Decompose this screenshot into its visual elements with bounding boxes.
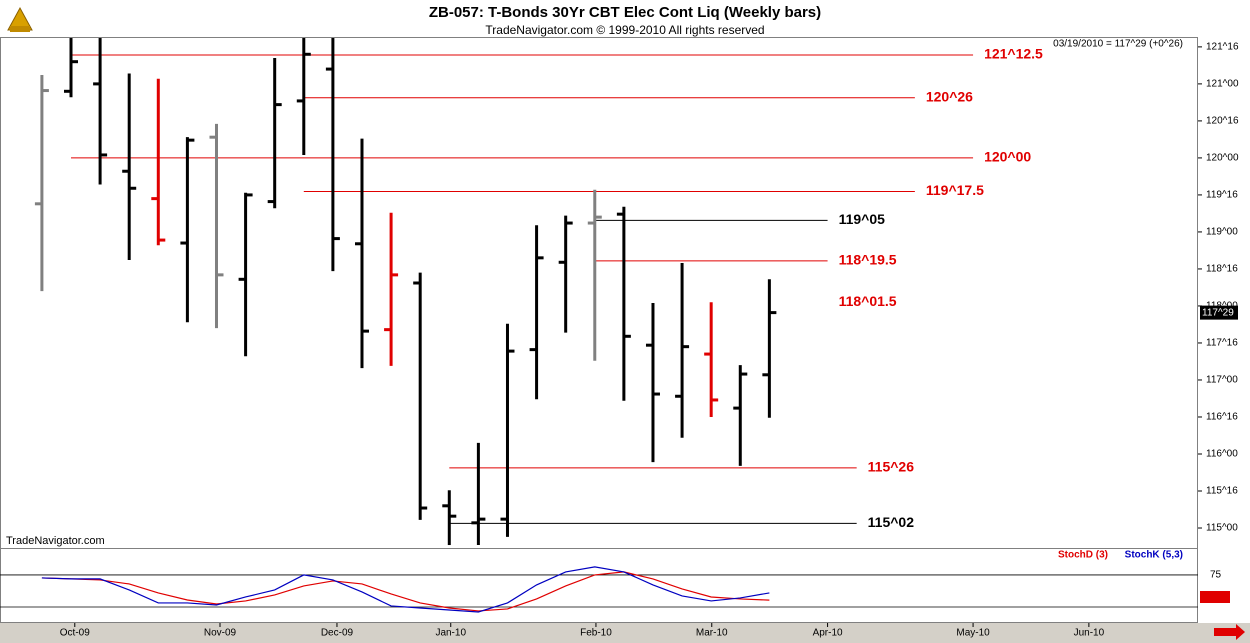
- x-axis-band: [0, 623, 1250, 643]
- x-tick-label: May-10: [956, 628, 990, 639]
- level-label: 120^26: [926, 88, 973, 104]
- x-tick-label: Jun-10: [1074, 628, 1105, 639]
- level-label: 121^12.5: [984, 46, 1043, 62]
- y-tick-label: 116^00: [1206, 449, 1238, 460]
- level-label: 118^19.5: [839, 252, 897, 268]
- x-tick-label: Jan-10: [435, 628, 466, 639]
- x-tick-label: Oct-09: [60, 628, 90, 639]
- x-tick-label: Feb-10: [580, 628, 612, 639]
- stoch-line: [41, 566, 770, 613]
- y-tick-label: 115^00: [1206, 523, 1238, 534]
- watermark: TradeNavigator.com: [6, 535, 105, 547]
- y-tick-label: 117^00: [1206, 375, 1238, 386]
- last-value-box: [1200, 591, 1230, 603]
- level-label: 115^26: [868, 459, 915, 475]
- y-tick-label: 118^16: [1206, 264, 1238, 275]
- y-tick-label: 119^16: [1206, 190, 1238, 201]
- y-tick-label: 120^00: [1206, 153, 1239, 164]
- legend-entry: StochK (5,3): [1125, 550, 1183, 561]
- y-tick-label: 117^16: [1206, 338, 1238, 349]
- y-tick-label: 121^00: [1206, 79, 1239, 90]
- y-tick-label: 120^16: [1206, 116, 1239, 127]
- chart-subtitle: TradeNavigator.com © 1999-2010 All right…: [485, 23, 764, 37]
- y-tick-label: 119^00: [1206, 227, 1238, 238]
- level-label: 119^17.5: [926, 182, 984, 198]
- last-price-box: [1200, 305, 1238, 320]
- level-label: 115^02: [868, 514, 915, 530]
- x-tick-label: Apr-10: [813, 628, 843, 639]
- price-plot: [34, 38, 974, 546]
- x-tick-label: Dec-09: [321, 628, 354, 639]
- level-label: 119^05: [839, 211, 886, 227]
- chart-title: ZB-057: T-Bonds 30Yr CBT Elec Cont Liq (…: [429, 4, 821, 21]
- scroll-arrow[interactable]: [1214, 624, 1245, 640]
- last-price-label: 117^29: [1202, 307, 1234, 318]
- level-label: 118^01.5: [839, 293, 897, 309]
- stoch-line: [41, 571, 770, 612]
- level-label: 120^00: [984, 149, 1031, 165]
- last-quote: 03/19/2010 = 117^29 (+0^26): [1053, 39, 1183, 50]
- x-tick-label: Nov-09: [204, 628, 237, 639]
- x-tick-label: Mar-10: [696, 628, 728, 639]
- legend-entry: StochD (3): [1058, 550, 1108, 561]
- y-tick-label: 75: [1210, 570, 1222, 581]
- y-tick-label: 121^16: [1206, 42, 1239, 53]
- stoch-pane: [0, 548, 1198, 623]
- logo: [7, 6, 33, 32]
- y-tick-label: 115^16: [1206, 486, 1238, 497]
- y-tick-label: 116^16: [1206, 412, 1238, 423]
